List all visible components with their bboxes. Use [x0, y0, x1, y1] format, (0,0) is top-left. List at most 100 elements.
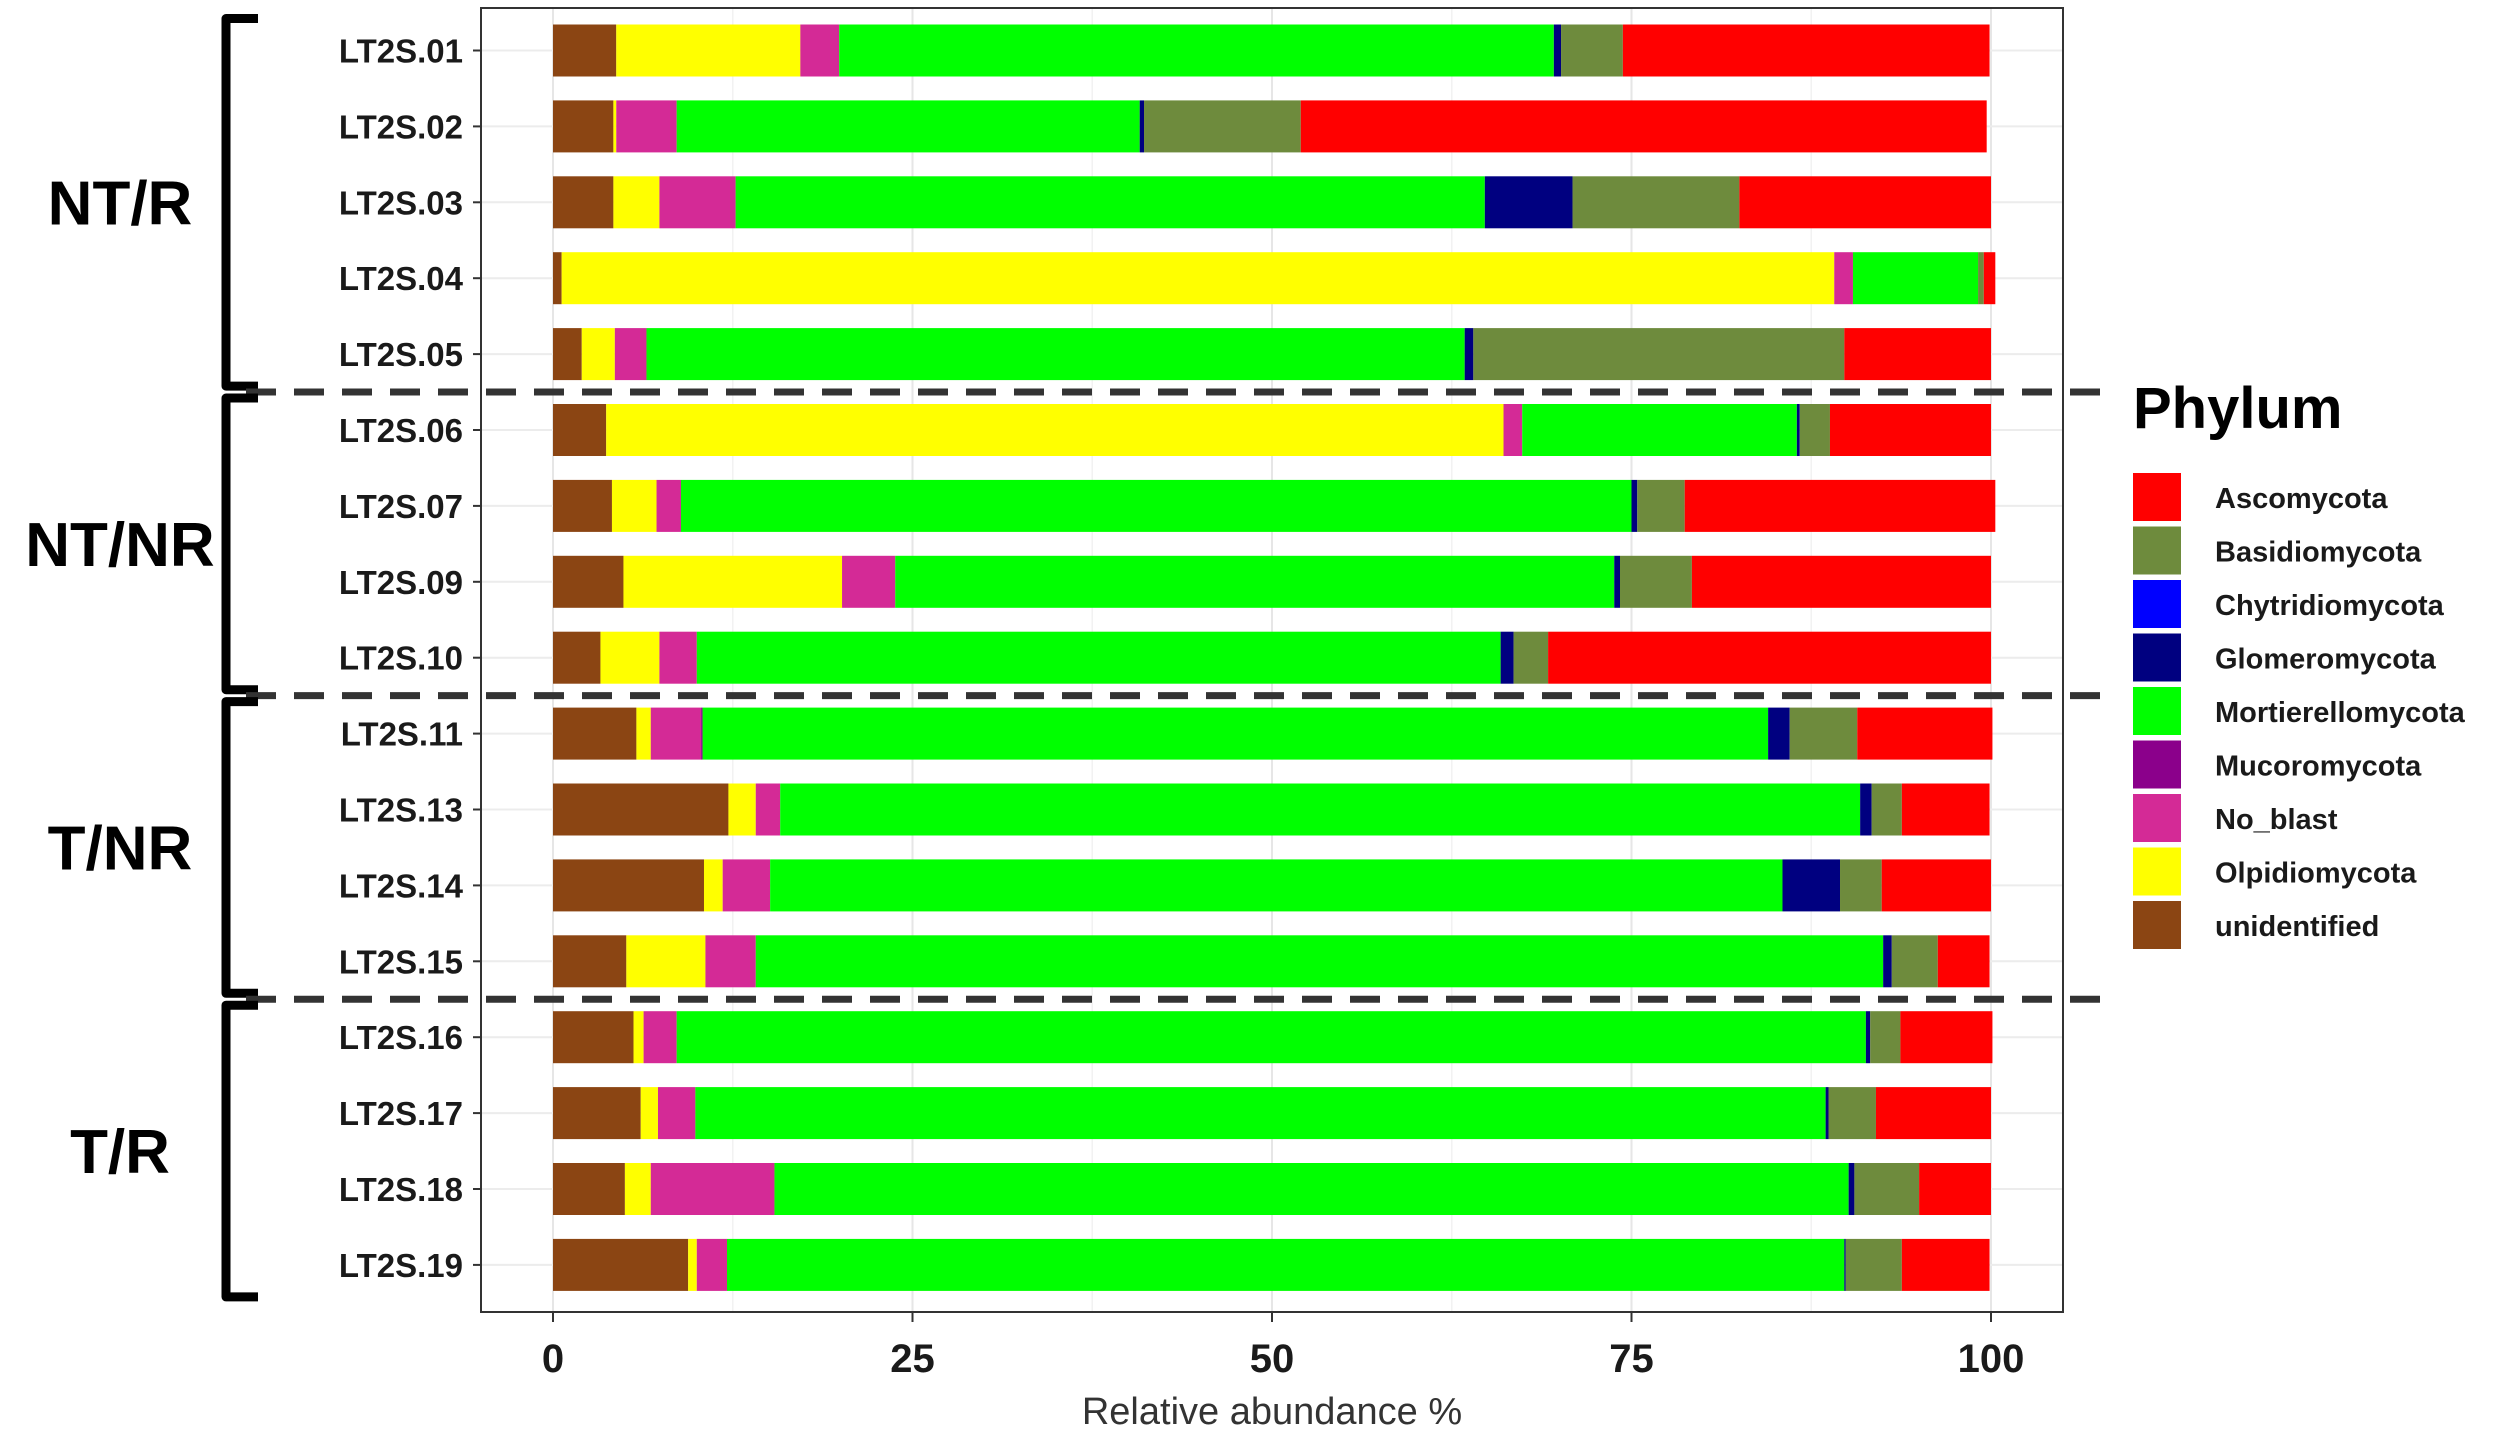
- bar-segment-unidentified: [553, 24, 617, 77]
- bar-segment-mortierellomycota: [676, 100, 1140, 153]
- y-tick-label: LT2S.03: [339, 184, 463, 221]
- y-tick-label: LT2S.18: [339, 1171, 463, 1208]
- bar-segment-basidiomycota: [1891, 935, 1938, 988]
- bar-segment-olpidiomycota: [640, 1087, 658, 1140]
- legend-swatch: [2133, 740, 2181, 789]
- y-tick-label: LT2S.13: [339, 792, 463, 829]
- y-tick-label: LT2S.17: [339, 1095, 463, 1132]
- bar-segment-unidentified: [553, 1087, 641, 1140]
- bar-segment-no-blast: [722, 859, 771, 912]
- bar-segment-basidiomycota: [1871, 783, 1902, 836]
- bar-segment-olpidiomycota: [688, 1238, 697, 1291]
- bar-segment-no-blast: [1834, 252, 1853, 305]
- bar-segment-glomeromycota: [1848, 1163, 1855, 1215]
- y-tick-label: LT2S.19: [339, 1247, 463, 1284]
- bar-segment-glomeromycota: [1553, 24, 1562, 77]
- bar-segment-no-blast: [800, 24, 840, 77]
- legend-swatch: [2133, 633, 2181, 682]
- bar-segment-basidiomycota: [1854, 1163, 1920, 1215]
- bar-segment-basidiomycota: [1619, 555, 1692, 608]
- legend-swatch: [2133, 794, 2181, 842]
- bar-segment-basidiomycota: [1144, 100, 1301, 153]
- bar-segment-ascomycota: [1937, 935, 1990, 988]
- y-tick-label: LT2S.01: [339, 33, 463, 70]
- bar-segment-glomeromycota: [1631, 479, 1638, 532]
- legend: Phylum Ascomycota Basidiomycota Chytridiom…: [2133, 376, 2466, 949]
- bar-segment-basidiomycota: [1561, 24, 1623, 77]
- bar-segment-no-blast: [656, 479, 681, 532]
- x-tick-label: 100: [1958, 1337, 2025, 1381]
- bar-segment-glomeromycota: [1825, 1087, 1829, 1140]
- x-tick-label: 25: [890, 1337, 935, 1381]
- bar-segment-unidentified: [553, 1238, 689, 1291]
- y-tick-label: LT2S.07: [339, 488, 463, 525]
- bar-segment-glomeromycota: [1464, 328, 1474, 381]
- bar-segment-basidiomycota: [1513, 631, 1549, 684]
- bar-segment-ascomycota: [1300, 100, 1987, 153]
- bar-segment-unidentified: [553, 479, 612, 532]
- bar-segment-mucoromycota: [701, 707, 703, 760]
- bar-segment-mortierellomycota: [680, 479, 1632, 532]
- bar-segment-unidentified: [553, 100, 614, 153]
- bar-segment-mortierellomycota: [726, 1238, 1845, 1291]
- group-label: T/NR: [48, 814, 193, 883]
- bar-segment-olpidiomycota: [606, 404, 1504, 456]
- bar-segment-ascomycota: [1875, 1087, 1991, 1140]
- legend-label: Mucoromycota: [2215, 751, 2422, 783]
- bar-segment-ascomycota: [1739, 176, 1991, 229]
- bar-segment-unidentified: [553, 404, 607, 456]
- bar-segment-basidiomycota: [1840, 859, 1882, 912]
- bar-segment-no-blast: [650, 707, 702, 760]
- bar-segment-ascomycota: [1622, 24, 1990, 77]
- x-tick-label: 50: [1250, 1337, 1295, 1381]
- bar-segment-ascomycota: [1881, 859, 1991, 912]
- y-tick-label: LT2S.11: [341, 716, 463, 753]
- group-bracket: [221, 14, 258, 391]
- bar-segment-mortierellomycota: [646, 328, 1465, 381]
- group-label: T/R: [70, 1118, 170, 1187]
- y-tick-label: LT2S.06: [339, 412, 463, 449]
- legend-label: Glomeromycota: [2215, 644, 2437, 676]
- bar-segment-unidentified: [553, 631, 601, 684]
- bar-segment-glomeromycota: [1860, 783, 1872, 836]
- bars: [553, 24, 1996, 1291]
- group-bracket: [221, 393, 258, 695]
- legend-swatch: [2133, 580, 2181, 628]
- bar-segment-unidentified: [553, 859, 704, 912]
- legend-label: Mortierellomycota: [2215, 697, 2466, 729]
- y-axis-ticks: LT2S.01 LT2S.02 LT2S.03 LT2S.04 LT2S.05 LT2S.…: [339, 33, 481, 1284]
- bar-segment-olpidiomycota: [561, 252, 1835, 305]
- bar-segment-glomeromycota: [1500, 631, 1514, 684]
- bar-segment-ascomycota: [1983, 252, 1996, 305]
- bar-segment-unidentified: [553, 328, 582, 381]
- bar-segment-no-blast: [659, 176, 736, 229]
- bar-segment-basidiomycota: [1799, 404, 1830, 456]
- bar-segment-glomeromycota: [1484, 176, 1573, 229]
- bar-segment-olpidiomycota: [633, 1011, 644, 1064]
- bar-segment-no-blast: [842, 555, 896, 608]
- bar-segment-unidentified: [553, 176, 614, 229]
- bar-segment-ascomycota: [1857, 707, 1993, 760]
- bar-segment-mortierellomycota: [774, 1163, 1849, 1215]
- legend-label: Basidiomycota: [2215, 537, 2422, 569]
- bar-segment-no-blast: [1503, 404, 1523, 456]
- bar-segment-unidentified: [553, 252, 562, 305]
- bar-segment-mortierellomycota: [1522, 404, 1797, 456]
- group-label: NT/R: [48, 169, 193, 238]
- bar-segment-ascomycota: [1844, 328, 1991, 381]
- legend-label: Chytridiomycota: [2215, 590, 2445, 622]
- legend-swatch: [2133, 526, 2181, 575]
- legend-label: No_blast: [2215, 804, 2338, 836]
- bar-segment-mortierellomycota: [780, 783, 1861, 836]
- legend-swatch: [2133, 901, 2181, 949]
- bar-segment-unidentified: [553, 783, 729, 836]
- bar-segment-unidentified: [553, 707, 637, 760]
- bar-segment-unidentified: [553, 555, 624, 608]
- bar-segment-mortierellomycota: [1852, 252, 1979, 305]
- y-tick-label: LT2S.16: [339, 1019, 463, 1056]
- bar-segment-basidiomycota: [1789, 707, 1858, 760]
- bar-segment-no-blast: [614, 328, 647, 381]
- bar-segment-mortierellomycota: [735, 176, 1485, 229]
- group-bracket: [221, 697, 258, 998]
- bar-segment-olpidiomycota: [703, 859, 723, 912]
